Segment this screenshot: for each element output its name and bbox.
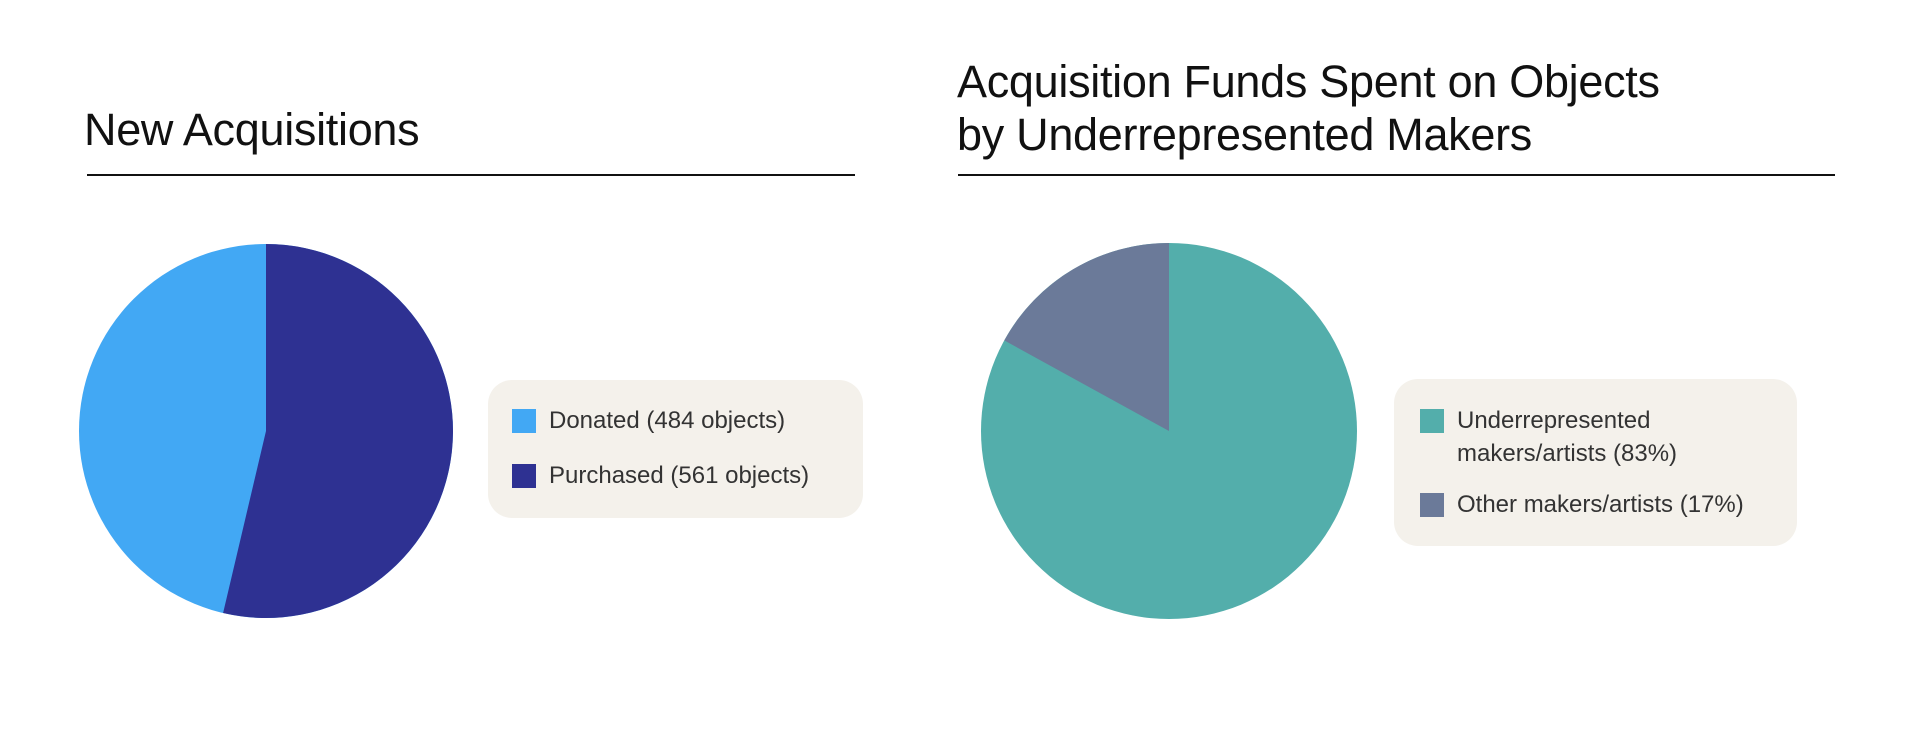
legend-new-acquisitions: Donated (484 objects) Purchased (561 obj… <box>488 380 863 518</box>
title-divider <box>87 174 855 176</box>
legend-label: Underrepresented makers/artists (83%) <box>1457 404 1677 470</box>
legend-item-purchased: Purchased (561 objects) <box>512 462 809 492</box>
legend-label: Other makers/artists (17%) <box>1457 491 1744 518</box>
legend-swatch-purchased <box>512 464 536 488</box>
pie-chart-underrepresented-makers <box>981 243 1357 619</box>
chart-title-line: Acquisition Funds Spent on Objects <box>957 56 1660 107</box>
chart-title-line: by Underrepresented Makers <box>957 109 1532 160</box>
chart-panel-new-acquisitions: New Acquisitions Donated (484 objects) P… <box>79 103 863 618</box>
legend-swatch-donated <box>512 409 536 433</box>
chart-title-line: New Acquisitions <box>84 104 420 155</box>
legend-item-underrepresented: Underrepresented makers/artists (83%) <box>1420 407 1677 470</box>
chart-title: Acquisition Funds Spent on Objects by Un… <box>957 55 1660 161</box>
legend-label: Donated (484 objects) <box>549 407 786 434</box>
pie-chart-new-acquisitions <box>79 244 453 618</box>
legend-item-other: Other makers/artists (17%) <box>1420 491 1744 521</box>
legend-label-line: makers/artists (83%) <box>1457 440 1678 467</box>
pie-slice-purchased <box>223 244 453 618</box>
legend-swatch-other <box>1420 493 1444 517</box>
legend-item-donated: Donated (484 objects) <box>512 407 785 437</box>
legend-label: Purchased (561 objects) <box>549 462 810 489</box>
legend-underrepresented-makers: Underrepresented makers/artists (83%) Ot… <box>1394 379 1797 546</box>
legend-label-line: Underrepresented <box>1457 407 1651 434</box>
pie-slice-other <box>1004 243 1169 431</box>
title-divider <box>958 174 1835 176</box>
chart-title: New Acquisitions <box>84 103 420 156</box>
legend-swatch-underrepresented <box>1420 409 1444 433</box>
